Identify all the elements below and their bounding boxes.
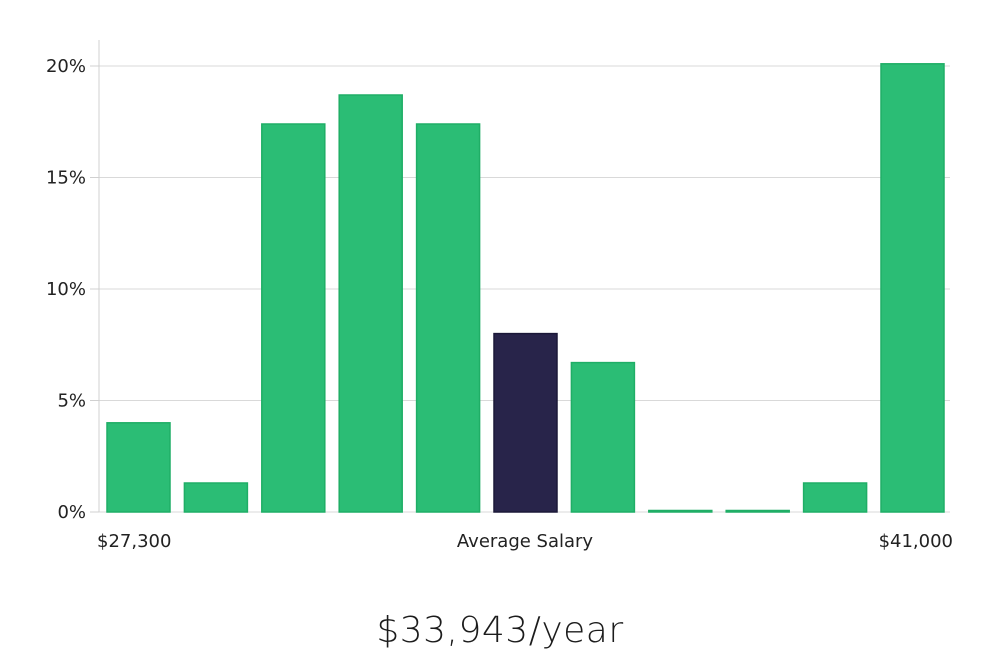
bars: [106, 63, 945, 513]
bar: [648, 509, 713, 513]
y-tick-label: 10%: [46, 279, 86, 300]
y-tick-label: 0%: [57, 502, 86, 523]
x-min-label: $27,300: [97, 531, 171, 552]
bar: [106, 422, 171, 513]
bar: [415, 123, 481, 513]
bar: [570, 361, 636, 513]
bar-highlight-average: [493, 332, 558, 513]
y-tick-label: 15%: [46, 168, 86, 189]
x-max-label: $41,000: [879, 531, 953, 552]
y-tick-label: 20%: [46, 56, 86, 77]
y-tick-label: 5%: [57, 391, 86, 412]
average-salary-value: $33,943/year: [376, 610, 624, 651]
bar: [725, 509, 790, 513]
bar: [183, 482, 249, 513]
x-axis-title: Average Salary: [457, 531, 594, 552]
bar: [880, 63, 945, 513]
bar: [338, 94, 403, 513]
y-axis-ticks: 0% 5% 10% 15% 20%: [46, 56, 99, 523]
bar: [261, 123, 326, 513]
salary-histogram: 0% 5% 10% 15% 20% $27,300 Average Salary $41…: [46, 40, 953, 552]
bar: [802, 482, 868, 513]
